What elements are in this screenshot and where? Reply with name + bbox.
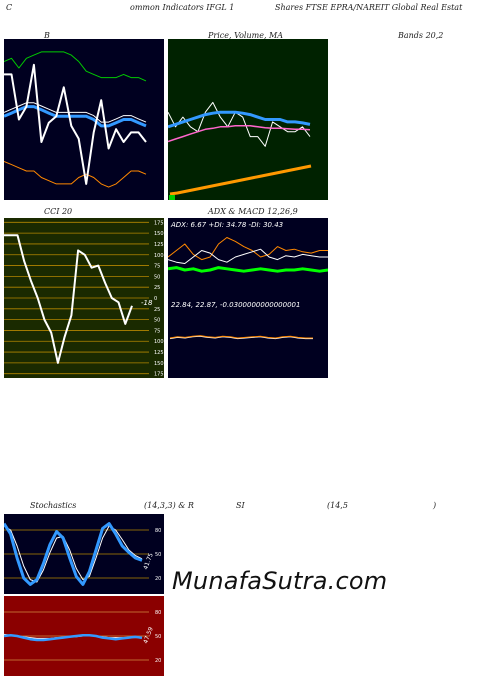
rsi-params-label: (14,5 [327, 501, 348, 510]
volume-line [169, 164, 312, 196]
macd-line [169, 335, 313, 340]
cci-tick-label: 175 [154, 372, 164, 378]
cci-tick-label: 175 [154, 220, 164, 226]
cci-tick-label: 50 [154, 318, 160, 324]
stoch-params-label: (14,3,3) & R [144, 501, 194, 510]
cci-tick-label: 0 [154, 296, 157, 302]
stoch-tick-label: 50 [155, 552, 161, 558]
adx-line [168, 266, 328, 273]
adx-macd-label: ADX & MACD 12,26,9 [208, 207, 298, 216]
adx-values-text: ADX: 6.67 +DI: 34.78 -DI: 30.43 [170, 221, 283, 229]
cci-tick-label: 125 [154, 350, 164, 356]
cci-tick-label: 150 [154, 231, 164, 237]
bands-price-line [4, 63, 147, 185]
volume-bar [169, 195, 175, 200]
bands-middle-line [4, 105, 147, 128]
cci-tick-label: 100 [154, 339, 164, 345]
cci-tick-label: 25 [154, 285, 160, 291]
rsi-tick-label: 20 [155, 658, 161, 664]
cci-tick-label: 125 [154, 242, 164, 248]
bands-params-label: Bands 20,2 [398, 31, 444, 40]
rsi-tick-label: 50 [155, 634, 161, 640]
cci-label: CCI 20 [44, 207, 73, 216]
cci-tick-label: 150 [154, 361, 164, 367]
macd-values-text: 22.84, 22.87, -0.0300000000000001 [171, 301, 300, 309]
price-ma-ma1-line [168, 110, 311, 129]
header-left: C [6, 3, 13, 12]
price-ma-ma2-line [168, 125, 311, 143]
price-ma-chart [168, 39, 328, 200]
adx-bg [168, 218, 328, 298]
stoch-k-line [4, 522, 143, 586]
cci-tick-label: 50 [154, 274, 160, 280]
rsi-line [4, 633, 143, 642]
stoch-tick-label: 80 [155, 528, 161, 534]
header-mid: ommon Indicators IFGL 1 [130, 3, 235, 12]
rsi-tick-label: 80 [155, 610, 161, 616]
header-right: Shares FTSE EPRA/NAREIT Global Real Esta… [275, 3, 463, 12]
rsi-close-label: ) [433, 501, 437, 510]
cci-line [4, 234, 133, 364]
bands-lower-line [4, 160, 147, 188]
adx-chart: ADX: 6.67 +DI: 34.78 -DI: 30.43 [168, 218, 328, 298]
macd-signal-line [169, 335, 313, 339]
price-ma-label: Price, Volume, MA [208, 31, 284, 40]
macd-chart: 22.84, 22.87, -0.0300000000000001 [168, 298, 328, 378]
cci-tick-label: 75 [154, 264, 160, 270]
cci-tick-label: 75 [154, 328, 160, 334]
stoch-tick-label: 20 [155, 576, 161, 582]
stoch-d-line [4, 525, 143, 583]
rsi-si-label: SI [236, 501, 245, 510]
bands-upper-line [4, 51, 147, 82]
cci-tick-label: 25 [154, 307, 160, 313]
cci-tick-label: 100 [154, 253, 164, 259]
stoch-label: Stochastics [30, 501, 77, 510]
bands-label: B [44, 31, 50, 40]
adx-minus-di-line [168, 248, 328, 264]
price-ma-price-line [168, 101, 311, 147]
bands-chart [4, 39, 164, 200]
adx-plus-di-line [168, 237, 328, 261]
watermark-text: MunafaSutra.com [172, 567, 388, 595]
cci-chart: 175 150 125 100 75 50 25 0 25 50 75 100 125 150 175 -1… [4, 218, 164, 378]
cci-current-value: -18 [141, 299, 153, 307]
